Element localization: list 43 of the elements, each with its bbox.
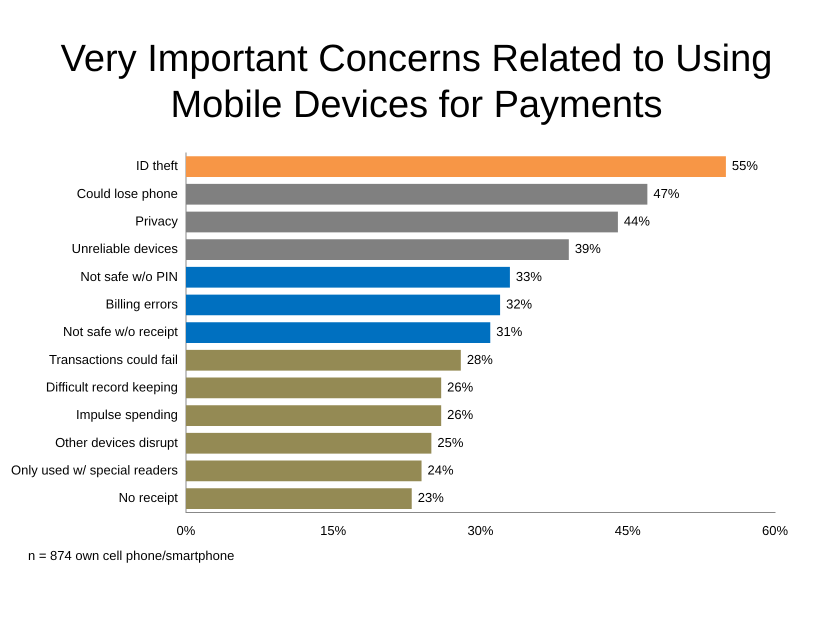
x-tick-label: 0% xyxy=(176,522,196,538)
bar xyxy=(186,266,510,288)
y-tick-label: ID theft xyxy=(136,158,178,174)
y-tick-label: Transactions could fail xyxy=(49,352,178,367)
data-label: 31% xyxy=(496,324,523,340)
bar xyxy=(186,322,490,343)
x-tick-label: 45% xyxy=(614,522,642,538)
data-label: 25% xyxy=(437,434,464,450)
x-tick-label: 60% xyxy=(762,522,788,538)
bar xyxy=(186,405,442,426)
y-tick-label: Privacy xyxy=(135,214,178,229)
data-label: 39% xyxy=(574,241,602,256)
x-tick-label: 15% xyxy=(320,522,347,538)
data-label: 28% xyxy=(466,352,494,367)
bar xyxy=(186,460,422,482)
x-tick-label: 30% xyxy=(467,522,494,538)
y-tick-label: Impulse spending xyxy=(76,407,178,422)
y-tick-label: Not safe w/o receipt xyxy=(63,324,178,340)
y-tick-label: Unreliable devices xyxy=(72,241,178,256)
data-label: 44% xyxy=(624,214,650,229)
data-label: 23% xyxy=(418,490,444,506)
bar xyxy=(186,156,726,178)
y-tick-label: Could lose phone xyxy=(76,186,178,201)
y-tick-label: No receipt xyxy=(118,490,178,506)
bar xyxy=(186,294,500,316)
bar xyxy=(186,350,461,371)
data-label: 33% xyxy=(516,268,542,284)
bar xyxy=(186,488,412,509)
bar xyxy=(186,432,432,454)
y-tick-label: Only used w/ special readers xyxy=(10,462,178,478)
bar xyxy=(186,378,442,398)
y-tick-label: Billing errors xyxy=(106,296,178,312)
data-label: 26% xyxy=(447,407,474,422)
data-label: 32% xyxy=(506,296,533,312)
data-label: 24% xyxy=(428,462,454,478)
y-tick-label: Other devices disrupt xyxy=(55,434,178,450)
chart-title: Very Important Concerns Related to Using Mobile Devices for Payments xyxy=(60,37,774,128)
text: n = 874 own cell phone/smartphone xyxy=(28,548,236,563)
y-tick-label: Difficult record keeping xyxy=(46,380,178,394)
data-label: 55% xyxy=(732,158,758,174)
data-label: 26% xyxy=(447,380,474,394)
data-label: 47% xyxy=(653,186,680,201)
y-tick-label: Not safe w/o PIN xyxy=(80,268,178,284)
